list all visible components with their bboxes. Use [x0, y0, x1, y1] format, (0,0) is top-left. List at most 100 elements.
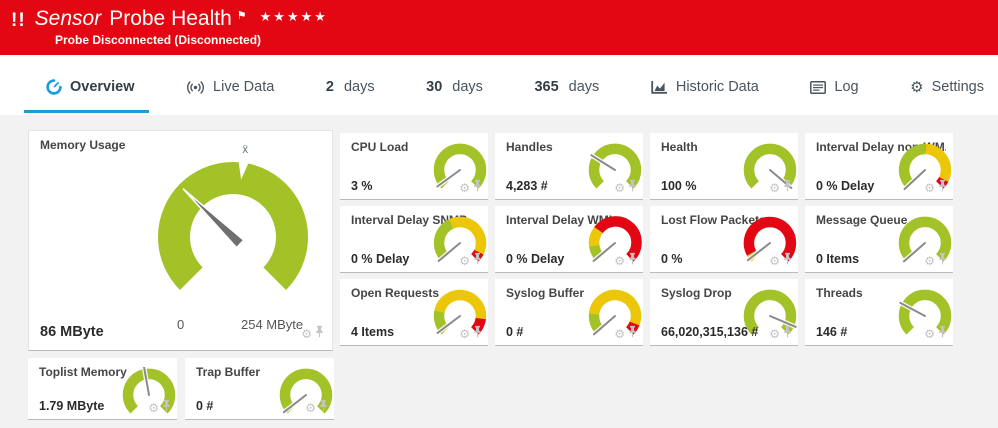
gauge-value: 0 % Delay: [351, 252, 410, 266]
gauge-panel-memory-usage: Memory Usage x̄ 0 254 MByte 86 MByte ⚙: [28, 130, 333, 351]
gauge-title: Interval Delay SNMP: [351, 213, 468, 227]
gauge-panel-open-requests: Open Requests 4 Items ⚙: [340, 279, 488, 346]
gear-icon[interactable]: ⚙: [614, 180, 625, 195]
gauge-panel-syslog-buffer: Syslog Buffer 0 # ⚙: [495, 279, 643, 346]
gear-icon[interactable]: ⚙: [305, 400, 316, 415]
gauge: [431, 288, 488, 342]
pin-icon[interactable]: [783, 179, 792, 196]
tab-log[interactable]: Log: [804, 71, 864, 103]
gear-icon[interactable]: ⚙: [301, 326, 312, 341]
gauge-value: 1.79 MByte: [39, 399, 105, 413]
pin-icon[interactable]: [315, 325, 324, 342]
gauge-panel-toplist-memory: Toplist Memory 1.79 MByte ⚙: [28, 358, 177, 420]
gear-icon[interactable]: ⚙: [924, 180, 935, 195]
gauge: [896, 215, 953, 269]
gear-icon[interactable]: ⚙: [924, 253, 935, 268]
pin-icon[interactable]: [938, 252, 947, 269]
gauge-value: 3 %: [351, 179, 373, 193]
tab-30-days[interactable]: 30 days: [420, 71, 489, 103]
pin-icon[interactable]: [628, 179, 637, 196]
gauge-panel-trap-buffer: Trap Buffer 0 # ⚙: [185, 358, 334, 420]
gauge-title: Interval Delay WMI: [506, 213, 613, 227]
gauge-value: 4,283 #: [506, 179, 548, 193]
gauge-value: 146 #: [816, 325, 848, 339]
pin-icon[interactable]: [938, 325, 947, 342]
tab-live-data[interactable]: Live Data: [180, 71, 280, 103]
gauge-title: Open Requests: [351, 286, 440, 300]
gauge: [741, 215, 798, 269]
tab-overview[interactable]: Overview: [24, 71, 148, 113]
historic-data-icon: [651, 80, 668, 94]
gauge-panel-interval-delay-wmi: Interval Delay WMI 0 % Delay ⚙: [495, 206, 643, 273]
tab-historic-data[interactable]: Historic Data: [645, 71, 765, 103]
gauge-panel-cpu-load: CPU Load 3 % ⚙: [340, 133, 488, 200]
gear-icon[interactable]: ⚙: [769, 180, 780, 195]
pin-icon[interactable]: [938, 179, 947, 196]
pin-icon[interactable]: [319, 399, 328, 416]
page-title: Probe Health: [109, 7, 232, 30]
gear-icon[interactable]: ⚙: [769, 326, 780, 341]
gauge-title: Trap Buffer: [196, 365, 261, 379]
gauge-title: Handles: [506, 140, 553, 154]
gauge-title: Message Queue: [816, 213, 908, 227]
gear-icon[interactable]: ⚙: [459, 180, 470, 195]
log-icon: [810, 80, 827, 94]
priority-stars[interactable]: ★★★★★: [259, 9, 328, 24]
gauge-panel-health: Health 100 % ⚙: [650, 133, 798, 200]
svg-text:x̄: x̄: [242, 145, 248, 156]
gear-icon[interactable]: ⚙: [459, 253, 470, 268]
gauge-panel-threads: Threads 146 # ⚙: [805, 279, 953, 346]
pin-icon[interactable]: [628, 252, 637, 269]
gauge-value: 66,020,315,136 #: [661, 325, 759, 339]
tab-settings[interactable]: ⚙ Settings: [904, 71, 990, 103]
pin-icon[interactable]: [783, 252, 792, 269]
gauge: [120, 365, 177, 419]
gauge-panel-lost-flow-packets: Lost Flow Packets 0 % ⚙: [650, 206, 798, 273]
alert-icon: !!: [11, 10, 26, 31]
gauge-title: Threads: [816, 286, 863, 300]
gauge-value: 100 %: [661, 179, 697, 193]
gauge: [896, 288, 953, 342]
sensor-type-label: Sensor: [34, 7, 102, 30]
tab-label: Historic Data: [675, 79, 759, 95]
gauge-value: 4 Items: [351, 325, 395, 339]
gear-icon[interactable]: ⚙: [148, 400, 159, 415]
pin-icon[interactable]: [473, 252, 482, 269]
gear-icon[interactable]: ⚙: [924, 326, 935, 341]
tab-365-days[interactable]: 365 days: [528, 71, 605, 103]
gauge-value: 0 #: [196, 399, 214, 413]
gauge: [586, 215, 643, 269]
gauge-value: 0 %: [661, 252, 683, 266]
pin-icon[interactable]: [473, 179, 482, 196]
gauge-title: Health: [661, 140, 698, 154]
gauge-value: 0 % Delay: [816, 179, 875, 193]
pin-icon[interactable]: [473, 325, 482, 342]
gear-icon[interactable]: ⚙: [614, 253, 625, 268]
gauge-value: 0 #: [506, 325, 524, 339]
flag-icon[interactable]: ⚑: [236, 10, 247, 22]
gear-icon[interactable]: ⚙: [769, 253, 780, 268]
gauge: [896, 142, 953, 196]
tab-number: 365: [534, 79, 559, 95]
gauge-icon: [46, 79, 62, 95]
pin-icon[interactable]: [783, 325, 792, 342]
pin-icon[interactable]: [628, 325, 637, 342]
memory-usage-gauge: x̄: [121, 144, 332, 325]
gauge-value: 0 Items: [816, 252, 860, 266]
tab-label: days: [452, 79, 483, 95]
gauge-panel-interval-delay-snmp: Interval Delay SNMP 0 % Delay ⚙: [340, 206, 488, 273]
gauge-value: 0 % Delay: [506, 252, 565, 266]
sensor-status-text: Probe Disconnected (Disconnected): [55, 33, 262, 47]
gauge: [586, 288, 643, 342]
tab-number: 2: [325, 79, 334, 95]
gauge-title: Syslog Buffer: [506, 286, 585, 300]
gear-icon[interactable]: ⚙: [614, 326, 625, 341]
content-area: Memory Usage x̄ 0 254 MByte 86 MByte ⚙ C…: [0, 115, 998, 428]
tab-2-days[interactable]: 2 days: [320, 71, 381, 103]
gauge-title: Syslog Drop: [661, 286, 732, 300]
tab-bar: Overview Live Data 2 days 30 days 365 da…: [0, 55, 998, 115]
tab-label: days: [343, 79, 375, 95]
pin-icon[interactable]: [162, 399, 171, 416]
gauge-panel-message-queue: Message Queue 0 Items ⚙: [805, 206, 953, 273]
gear-icon[interactable]: ⚙: [459, 326, 470, 341]
